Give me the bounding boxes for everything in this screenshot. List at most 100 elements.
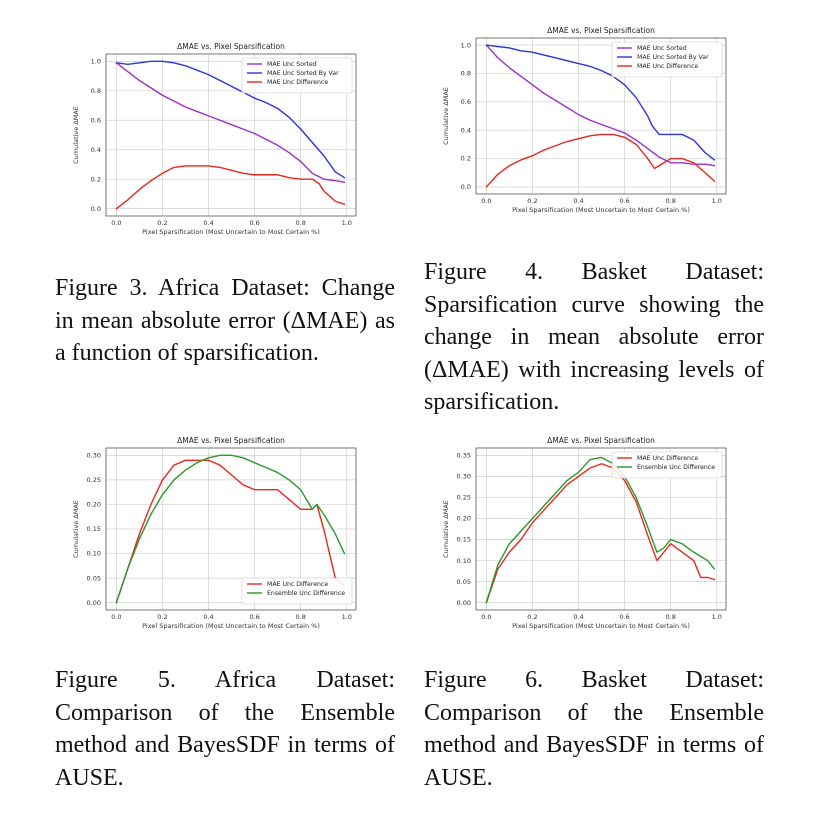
legend-box: [241, 57, 353, 94]
x-tick-label: 0.4: [203, 613, 213, 621]
x-tick-label: 0.8: [666, 613, 676, 621]
series-line-1: [115, 62, 346, 183]
figure-4-svg: ΔMAE vs. Pixel Sparsification 0.0 0.2 0.4 0.…: [442, 26, 727, 214]
x-tick-label: 0.0: [481, 197, 491, 205]
figure-3-caption: Figure 3. Africa Dataset: Change in mean…: [55, 275, 395, 366]
figure-4-caption: Figure 4. Basket Dataset: Sparsification…: [424, 259, 764, 415]
x-tick-label: 0.4: [573, 197, 583, 205]
y-axis-label: Cumulative ΔMAE: [442, 87, 450, 145]
x-tick-label: 0.8: [296, 219, 306, 227]
figure-6-chart: ΔMAE vs. Pixel Sparsification 0.0 0.2 0.4 0.…: [434, 432, 744, 638]
chart-title: ΔMAE vs. Pixel Sparsification: [547, 436, 655, 445]
y-tick-label: 0.30: [457, 473, 471, 481]
y-tick-label: 0.8: [461, 70, 471, 78]
y-tick-label: 0.35: [457, 452, 471, 460]
x-axis-label: Pixel Sparsification (Most Uncertain to …: [142, 622, 320, 630]
y-tick-label: 0.10: [457, 557, 471, 565]
figure-6-caption: Figure 6. Basket Dataset: Comparison of …: [424, 667, 764, 791]
plot-frame: [475, 37, 727, 195]
figure-5-svg: ΔMAE vs. Pixel Sparsification 0.0 0.2 0.4 0.…: [72, 436, 357, 630]
series-line-2: [115, 60, 346, 179]
y-tick-label: 0.05: [457, 578, 471, 586]
y-tick-label: 0.15: [457, 536, 471, 544]
y-tick-label: 0.0: [461, 183, 471, 191]
y-tick-label: 0.00: [87, 599, 101, 607]
legend-label: MAE Unc Difference: [637, 455, 698, 462]
legend-label: MAE Unc Sorted By Var: [637, 54, 709, 61]
y-axis-label: Cumulative ΔMAE: [442, 500, 450, 558]
y-tick-label: 0.10: [87, 550, 101, 558]
x-axis-label: Pixel Sparsification (Most Uncertain to …: [512, 206, 690, 214]
figure-6-svg: ΔMAE vs. Pixel Sparsification 0.0 0.2 0.4 0.…: [442, 436, 727, 630]
legend-label: Ensemble Unc Difference: [637, 464, 715, 471]
y-tick-label: 0.05: [87, 574, 101, 582]
x-tick-label: 1.0: [712, 197, 722, 205]
chart-title: ΔMAE vs. Pixel Sparsification: [177, 42, 285, 51]
y-tick-label: 0.0: [91, 205, 101, 213]
legend-label: MAE Unc Sorted By Var: [267, 70, 339, 77]
legend-box: [611, 41, 723, 78]
figure-3-svg: ΔMAE vs. Pixel Sparsification 0.0 0.2 0.4 0.…: [72, 42, 357, 236]
series-line-2: [485, 456, 716, 604]
x-tick-label: 0.4: [573, 613, 583, 621]
series-line-3: [115, 165, 346, 210]
figure-3-chart: ΔMAE vs. Pixel Sparsification 0.0 0.2 0.4 0.…: [64, 36, 374, 256]
series-line-2: [115, 454, 346, 604]
x-tick-label: 0.2: [157, 613, 167, 621]
x-axis-label: Pixel Sparsification (Most Uncertain to …: [142, 228, 320, 236]
y-tick-label: 0.6: [91, 116, 101, 124]
x-tick-label: 0.6: [619, 197, 629, 205]
y-tick-label: 0.15: [87, 525, 101, 533]
legend-box: [611, 451, 723, 479]
series-line-3: [485, 133, 716, 188]
legend-label: MAE Unc Difference: [637, 63, 698, 70]
plot-frame: [475, 447, 727, 611]
series-line-1: [485, 44, 716, 167]
x-tick-label: 1.0: [342, 613, 352, 621]
x-tick-label: 0.8: [296, 613, 306, 621]
legend-label: MAE Unc Sorted: [637, 45, 687, 52]
y-tick-label: 0.6: [461, 98, 471, 106]
legend-label: MAE Unc Difference: [267, 79, 328, 86]
x-tick-label: 0.0: [111, 613, 121, 621]
plot-frame: [105, 53, 357, 217]
y-tick-label: 0.20: [457, 515, 471, 523]
x-tick-label: 0.8: [666, 197, 676, 205]
y-axis-label: Cumulative ΔMAE: [72, 500, 80, 558]
y-tick-label: 0.30: [87, 452, 101, 460]
chart-title: ΔMAE vs. Pixel Sparsification: [177, 436, 285, 445]
figure-5-caption: Figure 5. Africa Dataset: Comparison of …: [55, 667, 395, 791]
y-tick-label: 0.4: [91, 146, 101, 154]
y-tick-label: 0.20: [87, 501, 101, 509]
y-tick-label: 0.25: [457, 494, 471, 502]
legend-label: MAE Unc Difference: [267, 581, 328, 588]
x-axis-label: Pixel Sparsification (Most Uncertain to …: [512, 622, 690, 630]
x-tick-label: 0.2: [527, 197, 537, 205]
x-tick-label: 0.6: [249, 613, 259, 621]
y-tick-label: 0.8: [91, 87, 101, 95]
x-tick-label: 1.0: [712, 613, 722, 621]
y-tick-label: 0.4: [461, 126, 471, 134]
x-tick-label: 0.0: [111, 219, 121, 227]
y-tick-label: 1.0: [461, 41, 471, 49]
y-tick-label: 0.2: [91, 175, 101, 183]
x-tick-label: 0.6: [619, 613, 629, 621]
x-tick-label: 0.0: [481, 613, 491, 621]
x-tick-label: 0.6: [249, 219, 259, 227]
y-axis-label: Cumulative ΔMAE: [72, 106, 80, 164]
chart-title: ΔMAE vs. Pixel Sparsification: [547, 26, 655, 35]
legend-label: Ensemble Unc Difference: [267, 590, 345, 597]
figure-5-chart: ΔMAE vs. Pixel Sparsification 0.0 0.2 0.4 0.…: [64, 432, 374, 638]
y-tick-label: 0.00: [457, 599, 471, 607]
x-tick-label: 0.4: [203, 219, 213, 227]
x-tick-label: 0.2: [157, 219, 167, 227]
legend-box: [241, 577, 353, 605]
y-tick-label: 0.2: [461, 155, 471, 163]
plot-frame: [105, 447, 357, 611]
y-tick-label: 1.0: [91, 58, 101, 66]
y-tick-label: 0.25: [87, 476, 101, 484]
x-tick-label: 0.2: [527, 613, 537, 621]
series-line-2: [485, 44, 716, 161]
figure-4-chart: ΔMAE vs. Pixel Sparsification 0.0 0.2 0.4 0.…: [434, 22, 744, 222]
x-tick-label: 1.0: [342, 219, 352, 227]
